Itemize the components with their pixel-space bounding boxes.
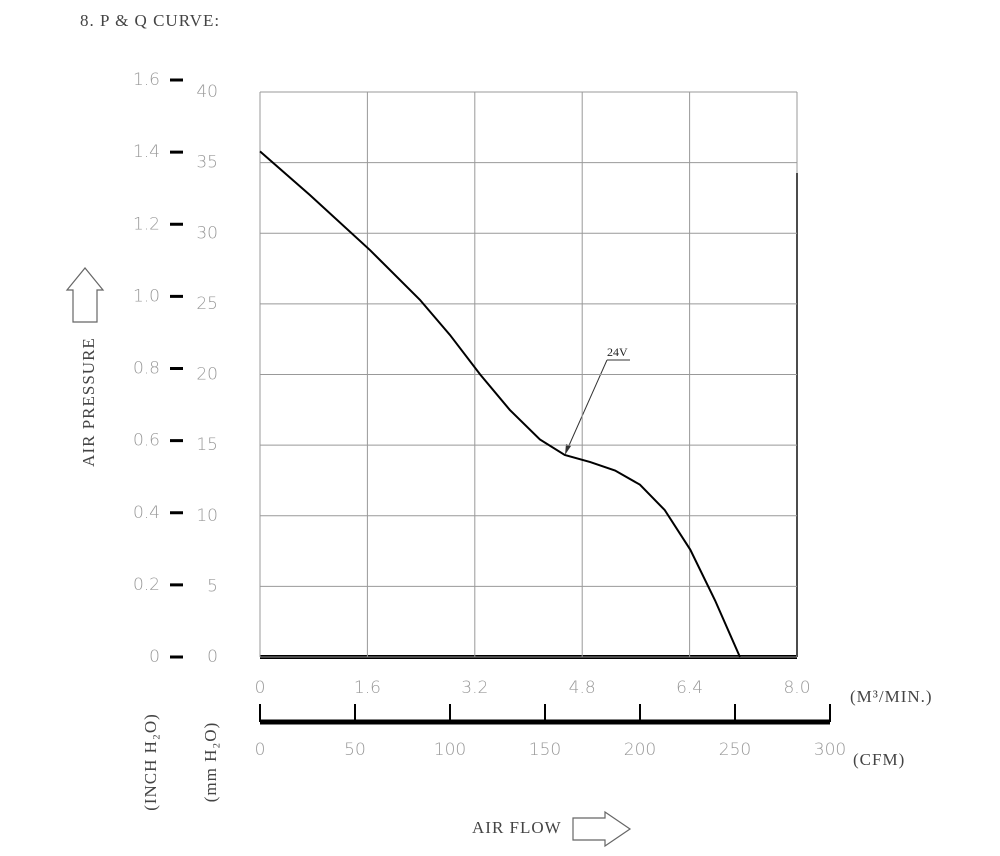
x-axis-label: AIR FLOW bbox=[472, 818, 562, 837]
x-tick-label: 6.4 bbox=[676, 678, 703, 698]
y-tick-label: 30 bbox=[196, 223, 218, 243]
chart-title: 8. P & Q CURVE: bbox=[80, 11, 220, 30]
y-tick-label: 10 bbox=[196, 506, 218, 526]
x-unit: (M³/MIN.) bbox=[850, 687, 933, 706]
x2-tick-label: 300 bbox=[814, 740, 846, 760]
y2-tick-label: 1.0 bbox=[133, 286, 160, 306]
up-arrow bbox=[65, 267, 105, 323]
annotation-arrowhead bbox=[565, 444, 571, 455]
y-tick-label: 40 bbox=[196, 82, 218, 102]
y-tick-label: 0 bbox=[207, 647, 218, 667]
y2-tick-label: 0 bbox=[149, 647, 160, 667]
series-label: 24V bbox=[607, 345, 628, 359]
y-unit: (mm H₂O) bbox=[201, 722, 220, 803]
y-tick-label: 15 bbox=[196, 435, 218, 455]
y-tick-label: 35 bbox=[196, 153, 218, 173]
x2-tick-label: 100 bbox=[434, 740, 466, 760]
annotation-leader bbox=[566, 359, 608, 451]
y2-tick-label: 1.4 bbox=[133, 142, 160, 162]
x2-unit: (CFM) bbox=[853, 750, 905, 769]
x2-tick-label: 0 bbox=[255, 740, 266, 760]
y2-tick-label: 0.8 bbox=[133, 359, 160, 379]
y-tick-label: 20 bbox=[196, 365, 218, 385]
x2-tick-label: 50 bbox=[344, 740, 366, 760]
x-tick-label: 3.2 bbox=[461, 678, 488, 698]
y2-tick-label: 1.2 bbox=[133, 214, 160, 234]
x-tick-label: 8.0 bbox=[783, 678, 810, 698]
x-tick-label: 0 bbox=[255, 678, 266, 698]
y-tick-label: 5 bbox=[207, 576, 218, 596]
y2-tick-label: 1.6 bbox=[133, 70, 160, 90]
x-tick-label: 1.6 bbox=[354, 678, 381, 698]
y-axis-label: AIR PRESSURE bbox=[79, 337, 98, 467]
y2-tick-label: 0.6 bbox=[133, 431, 160, 451]
y2-tick-label: 0.4 bbox=[133, 503, 160, 523]
x2-tick-label: 200 bbox=[624, 740, 656, 760]
x2-tick-label: 150 bbox=[529, 740, 561, 760]
y-tick-label: 25 bbox=[196, 294, 218, 314]
x-tick-label: 4.8 bbox=[569, 678, 596, 698]
x2-tick-label: 250 bbox=[719, 740, 751, 760]
y2-tick-label: 0.2 bbox=[133, 575, 160, 595]
y2-unit: (INCH H₂O) bbox=[141, 713, 160, 811]
right-arrow bbox=[572, 810, 632, 848]
curve bbox=[259, 150, 741, 658]
